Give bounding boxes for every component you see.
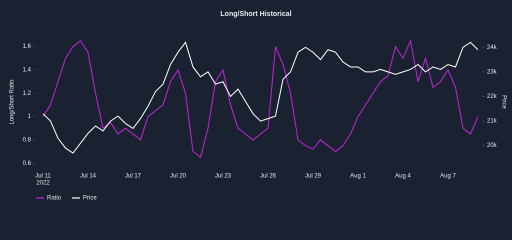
- x-tick-label: Jul 23: [215, 174, 232, 180]
- y2-tick-label: 21k: [487, 119, 498, 125]
- y-tick-label: 1.4: [23, 68, 32, 74]
- x-tick-label: Jul 20: [170, 174, 187, 180]
- y2-tick-label: 20k: [487, 143, 498, 149]
- x-tick-label: Jul 17: [125, 174, 142, 180]
- series-line: [42, 39, 479, 159]
- x-tick-label: Aug 4: [395, 174, 411, 180]
- x-tick-label: Jul 14: [80, 174, 97, 180]
- y-tick-label: 1.6: [23, 44, 32, 50]
- y2-tick-label: 23k: [487, 69, 498, 75]
- legend-label: Price: [83, 196, 97, 202]
- x-tick-label: Aug 7: [440, 174, 456, 180]
- y2-tick-label: 22k: [487, 94, 498, 100]
- x-tick-label: Jul 29: [305, 174, 322, 180]
- legend-label: Ratio: [47, 196, 62, 202]
- y2-tick-label: 24k: [487, 45, 498, 51]
- y-tick-label: 1.2: [23, 91, 32, 97]
- y-axis-label: Long/Short Ratio: [10, 79, 16, 125]
- y-tick-label: 0.8: [23, 137, 32, 143]
- chart: Long/Short Historical Long/Short Ratio P…: [9, 10, 507, 202]
- y-tick-label: 1: [28, 114, 32, 120]
- x-tick-label: Aug 1: [350, 174, 366, 180]
- y2-axis-label: Price: [500, 95, 506, 109]
- x-sublabel: 2022: [36, 181, 50, 187]
- x-tick-label: Jul 26: [260, 174, 277, 180]
- y-tick-label: 0.6: [23, 161, 32, 167]
- series-line: [42, 41, 479, 154]
- chart-title: Long/Short Historical: [220, 11, 291, 18]
- x-tick-label: Jul 11: [35, 174, 51, 180]
